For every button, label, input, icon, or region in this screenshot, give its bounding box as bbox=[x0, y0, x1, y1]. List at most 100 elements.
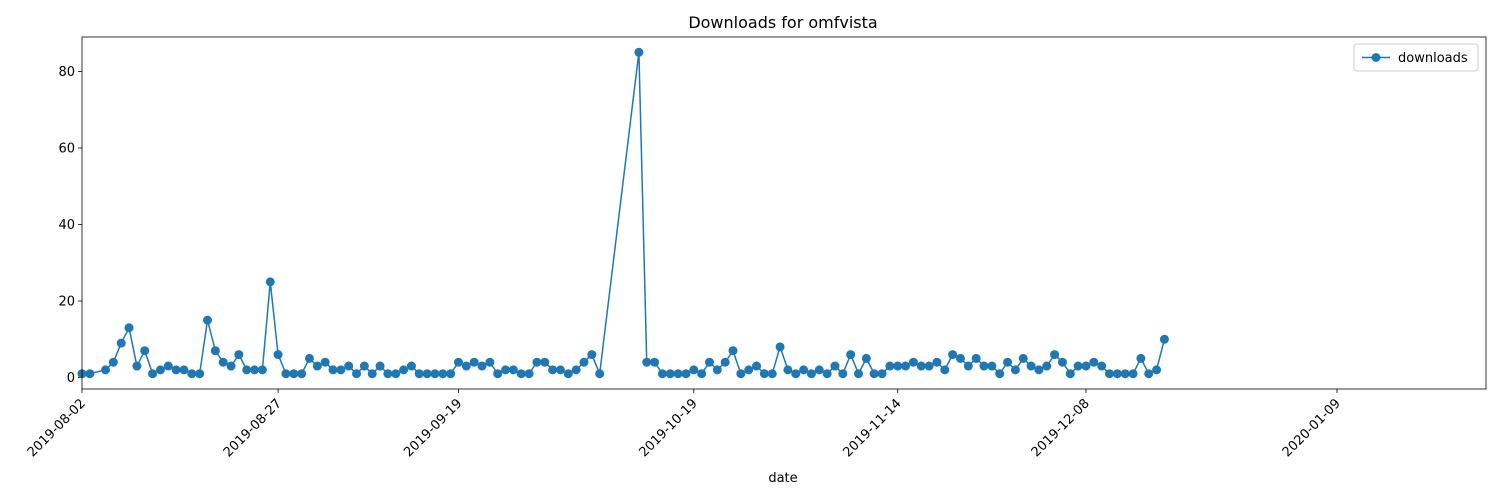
data-point bbox=[422, 369, 432, 379]
data-point bbox=[391, 369, 401, 379]
data-point bbox=[595, 369, 605, 379]
y-tick-label: 80 bbox=[58, 65, 75, 80]
data-point bbox=[987, 361, 997, 371]
legend-box bbox=[1353, 43, 1479, 72]
data-point bbox=[399, 365, 409, 375]
data-point bbox=[571, 365, 581, 375]
y-tick-label: 60 bbox=[58, 141, 75, 156]
data-point bbox=[320, 357, 330, 367]
data-point bbox=[344, 361, 354, 371]
data-point bbox=[1010, 365, 1020, 375]
data-point bbox=[736, 369, 746, 379]
data-point bbox=[289, 369, 299, 379]
data-point bbox=[359, 361, 369, 371]
data-point bbox=[446, 369, 456, 379]
data-point bbox=[375, 361, 385, 371]
data-point bbox=[1128, 369, 1138, 379]
data-point bbox=[642, 357, 652, 367]
data-point bbox=[548, 365, 558, 375]
data-point bbox=[257, 365, 267, 375]
data-point bbox=[501, 365, 511, 375]
data-point bbox=[555, 365, 565, 375]
data-point bbox=[148, 369, 158, 379]
chart-title: Downloads for omfvista bbox=[688, 13, 877, 32]
data-point bbox=[1159, 334, 1169, 344]
data-point bbox=[830, 361, 840, 371]
data-point bbox=[1034, 365, 1044, 375]
data-point bbox=[312, 361, 322, 371]
data-point bbox=[108, 357, 118, 367]
data-point bbox=[304, 353, 314, 363]
data-point bbox=[477, 361, 487, 371]
data-point bbox=[140, 346, 150, 356]
data-point bbox=[430, 369, 440, 379]
series-layer bbox=[77, 47, 1169, 379]
data-point bbox=[838, 369, 848, 379]
plot-frame bbox=[81, 36, 1487, 390]
data-point bbox=[367, 369, 377, 379]
data-point bbox=[234, 350, 244, 360]
data-point bbox=[453, 357, 463, 367]
data-point bbox=[1073, 361, 1083, 371]
data-point bbox=[775, 342, 785, 352]
data-point bbox=[461, 361, 471, 371]
data-point bbox=[783, 365, 793, 375]
data-point bbox=[352, 369, 362, 379]
data-point bbox=[383, 369, 393, 379]
data-point bbox=[806, 369, 816, 379]
data-point bbox=[1144, 369, 1154, 379]
data-point bbox=[265, 277, 275, 287]
data-point bbox=[171, 365, 181, 375]
data-point bbox=[242, 365, 252, 375]
data-point bbox=[524, 369, 534, 379]
data-point bbox=[210, 346, 220, 356]
data-point bbox=[791, 369, 801, 379]
data-point bbox=[1057, 357, 1067, 367]
data-point bbox=[712, 365, 722, 375]
data-point bbox=[1097, 361, 1107, 371]
data-point bbox=[861, 353, 871, 363]
data-point bbox=[163, 361, 173, 371]
data-point bbox=[1112, 369, 1122, 379]
data-point bbox=[728, 346, 738, 356]
data-point bbox=[1026, 361, 1036, 371]
data-point bbox=[203, 315, 212, 325]
data-point bbox=[336, 365, 346, 375]
data-point bbox=[673, 369, 683, 379]
data-point bbox=[744, 365, 754, 375]
data-point bbox=[814, 365, 824, 375]
data-point bbox=[901, 361, 911, 371]
data-point bbox=[869, 369, 879, 379]
data-point bbox=[1136, 353, 1146, 363]
data-point bbox=[297, 369, 307, 379]
data-point bbox=[995, 369, 1005, 379]
data-point bbox=[1042, 361, 1052, 371]
data-point bbox=[979, 361, 989, 371]
data-point bbox=[877, 369, 887, 379]
data-point bbox=[250, 365, 260, 375]
data-point bbox=[752, 361, 762, 371]
data-point bbox=[1120, 369, 1130, 379]
data-point bbox=[116, 338, 126, 348]
y-tick-label: 40 bbox=[58, 218, 75, 233]
data-point bbox=[124, 323, 134, 333]
data-point bbox=[1003, 357, 1013, 367]
data-point bbox=[438, 369, 448, 379]
data-point bbox=[485, 357, 495, 367]
data-point bbox=[767, 369, 777, 379]
data-point bbox=[822, 369, 832, 379]
y-tick-label: 20 bbox=[58, 295, 75, 310]
data-point bbox=[634, 47, 644, 57]
data-point bbox=[1081, 361, 1091, 371]
data-point bbox=[414, 369, 424, 379]
data-point bbox=[493, 369, 503, 379]
data-point bbox=[579, 357, 589, 367]
data-point bbox=[689, 365, 699, 375]
data-point bbox=[948, 350, 958, 360]
data-point bbox=[85, 369, 95, 379]
data-point bbox=[908, 357, 918, 367]
data-point bbox=[650, 357, 660, 367]
data-point bbox=[532, 357, 542, 367]
data-point bbox=[697, 369, 707, 379]
